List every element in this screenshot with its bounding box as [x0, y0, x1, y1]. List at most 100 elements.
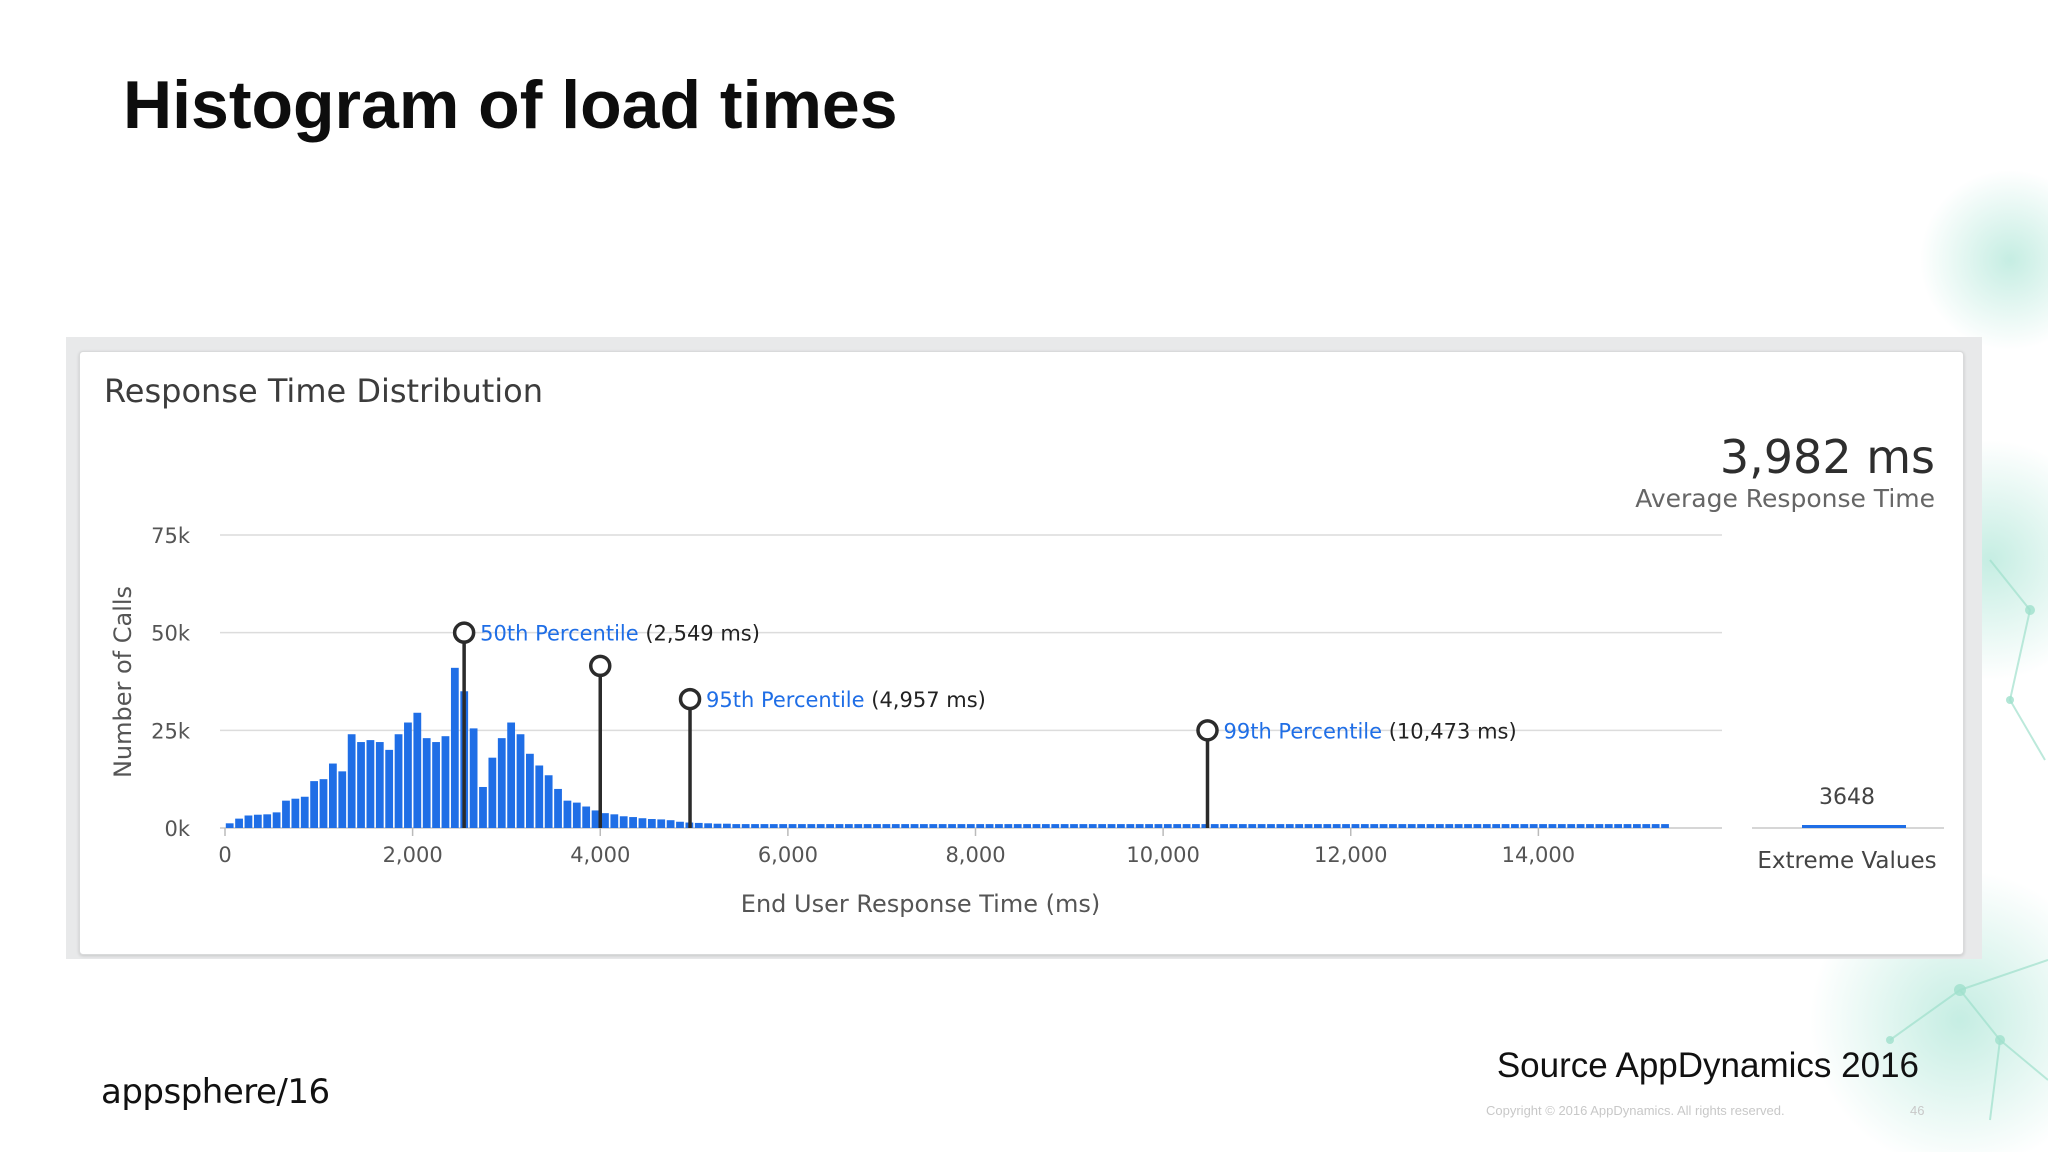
histogram-bar [272, 812, 281, 828]
y-tick-label: 50k [151, 622, 191, 646]
histogram-bar [957, 824, 966, 828]
histogram-bar [1173, 824, 1182, 828]
histogram-bar [948, 824, 956, 828]
histogram-bar [1135, 824, 1144, 828]
histogram-bar [1351, 824, 1360, 828]
histogram-bar [619, 816, 628, 828]
percentile-label: 99th Percentile (10,473 ms) [1223, 719, 1516, 743]
histogram-bar [713, 823, 722, 828]
histogram-bar [657, 819, 666, 828]
histogram-bar [1210, 824, 1219, 828]
average-response-value: 3,982 ms [1719, 430, 1935, 484]
histogram-bar [826, 824, 834, 828]
histogram-bar [572, 802, 581, 828]
histogram-bar [375, 742, 384, 828]
histogram-bar [807, 824, 816, 828]
histogram-bar [253, 814, 262, 828]
histogram-bar [723, 823, 731, 828]
histogram-bar [1595, 824, 1604, 828]
percentile-name: 99th Percentile [1223, 719, 1388, 743]
histogram-bar [601, 813, 609, 828]
histogram-bar [666, 820, 675, 828]
extreme-bar [1802, 825, 1906, 828]
histogram-bar [1511, 824, 1519, 828]
x-tick-label: 0 [218, 843, 231, 867]
page-number: 46 [1910, 1103, 1925, 1118]
histogram-bar [1070, 824, 1078, 828]
histogram-bar [1257, 824, 1266, 828]
histogram-bar [516, 734, 525, 828]
histogram-bar [1426, 824, 1435, 828]
histogram-bar [310, 781, 319, 828]
histogram-bar [1182, 824, 1191, 828]
histogram-bar [1473, 824, 1482, 828]
histogram-bar [1398, 824, 1407, 828]
histogram-bar [1445, 824, 1454, 828]
histogram-bar [282, 800, 290, 828]
histogram-bar [1229, 824, 1238, 828]
histogram-bar [1041, 824, 1050, 828]
histogram-bar [976, 824, 985, 828]
histogram-bar [788, 824, 797, 828]
histogram-bar [966, 824, 975, 828]
histogram-bar [1238, 824, 1247, 828]
average-response-label: Average Response Time [1635, 484, 1935, 513]
histogram-bar [488, 757, 497, 828]
histogram-bar [779, 824, 788, 828]
histogram-bar [1276, 824, 1285, 828]
x-tick-label: 8,000 [945, 843, 1005, 867]
histogram-bar [235, 818, 243, 828]
y-axis-title: Number of Calls [109, 586, 137, 778]
histogram-bar [929, 824, 938, 828]
histogram-bar [1435, 824, 1444, 828]
histogram-bar [676, 821, 684, 828]
histogram-bar [1567, 824, 1576, 828]
histogram-bar [1192, 824, 1200, 828]
histogram-bar [751, 824, 759, 828]
percentile-name: 50th Percentile [480, 622, 645, 646]
histogram-bar [1201, 824, 1210, 828]
histogram-bar [995, 824, 1003, 828]
histogram-bar [1126, 824, 1135, 828]
histogram-bar [1614, 824, 1623, 828]
histogram-bar [647, 819, 656, 828]
histogram-bar [507, 722, 516, 828]
percentile-value: (10,473 ms) [1389, 719, 1517, 743]
histogram-bar [1323, 824, 1332, 828]
histogram-bar [844, 824, 853, 828]
x-tick-label: 12,000 [1314, 843, 1387, 867]
x-tick-label: 6,000 [758, 843, 818, 867]
slide-title: Histogram of load times [123, 67, 898, 143]
histogram-bar [1032, 824, 1041, 828]
histogram-bar [1539, 824, 1547, 828]
histogram-bar [985, 824, 994, 828]
histogram-bar [1586, 824, 1594, 828]
percentile-value: (2,549 ms) [645, 622, 760, 646]
histogram-bar [1051, 824, 1060, 828]
histogram-bar [413, 712, 422, 828]
y-tick-label: 75k [151, 524, 191, 548]
histogram-bar [1060, 824, 1069, 828]
histogram-bar [1267, 824, 1275, 828]
x-tick-label: 10,000 [1126, 843, 1199, 867]
histogram-bar [694, 822, 703, 828]
histogram-bar [563, 800, 572, 828]
histogram-bar [1088, 824, 1097, 828]
histogram-bar [347, 734, 356, 828]
histogram-bar [920, 824, 928, 828]
histogram-bar [244, 815, 253, 828]
copyright-note: Copyright © 2016 AppDynamics. All rights… [1486, 1103, 1785, 1118]
histogram-bar [854, 824, 863, 828]
histogram-bar [816, 824, 825, 828]
histogram-bar [404, 722, 412, 828]
histogram-bar [873, 824, 881, 828]
x-axis-title: End User Response Time (ms) [741, 890, 1100, 918]
histogram-bar [1295, 824, 1304, 828]
histogram-bar [910, 824, 919, 828]
extreme-label: Extreme Values [1757, 848, 1936, 874]
histogram-bar [479, 786, 487, 828]
histogram-bar [1023, 824, 1031, 828]
percentile-name: 95th Percentile [706, 688, 871, 712]
histogram-bar [1529, 824, 1538, 828]
